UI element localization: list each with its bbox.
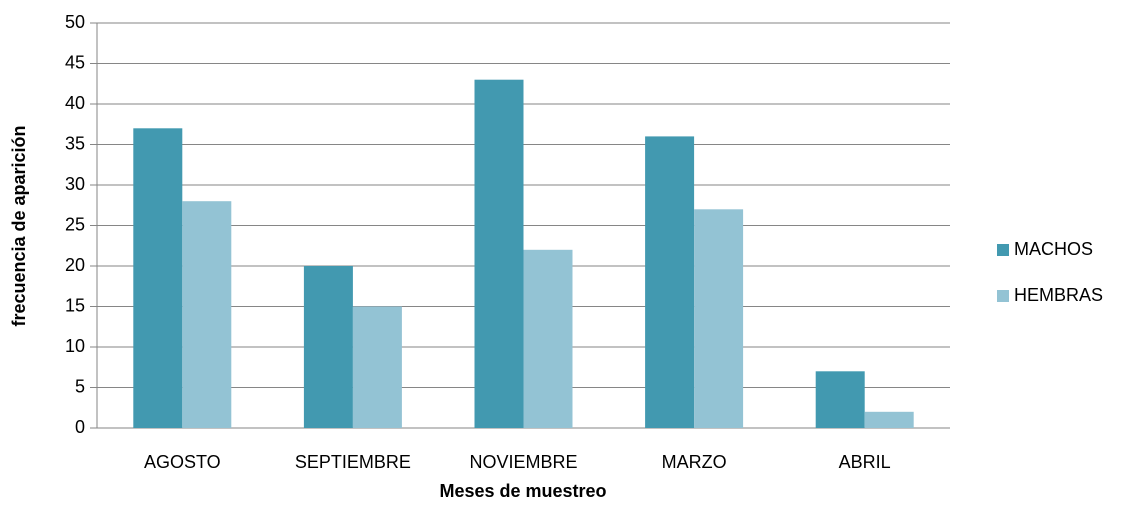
y-tick-label: 5: [75, 376, 85, 396]
x-axis-label: Meses de muestreo: [439, 481, 606, 501]
x-tick-label: MARZO: [662, 452, 727, 472]
legend-swatch: [997, 244, 1009, 256]
y-tick-label: 45: [65, 52, 85, 72]
y-tick-label: 40: [65, 93, 85, 113]
y-tick-label: 20: [65, 255, 85, 275]
bar: [182, 201, 232, 428]
x-tick-label: SEPTIEMBRE: [295, 452, 411, 472]
bar: [352, 306, 402, 428]
y-tick-label: 25: [65, 214, 85, 234]
bar: [815, 371, 865, 428]
legend-swatch: [997, 290, 1009, 302]
y-tick-label: 50: [65, 12, 85, 32]
y-tick-label: 30: [65, 174, 85, 194]
bar: [645, 136, 695, 428]
y-tick-label: 15: [65, 295, 85, 315]
y-tick-label: 35: [65, 133, 85, 153]
x-tick-label: NOVIEMBRE: [469, 452, 577, 472]
y-tick-label: 0: [75, 417, 85, 437]
x-tick-label: AGOSTO: [144, 452, 221, 472]
bar: [523, 249, 573, 428]
y-tick-label: 10: [65, 336, 85, 356]
bar: [694, 209, 744, 428]
legend-label: HEMBRAS: [1014, 285, 1103, 305]
bar: [133, 128, 183, 429]
x-tick-label: ABRIL: [839, 452, 891, 472]
bar: [303, 266, 353, 428]
bar: [474, 79, 524, 428]
y-axis-label: frecuencia de aparición: [9, 125, 29, 326]
bar: [864, 411, 914, 428]
legend-label: MACHOS: [1014, 239, 1093, 259]
